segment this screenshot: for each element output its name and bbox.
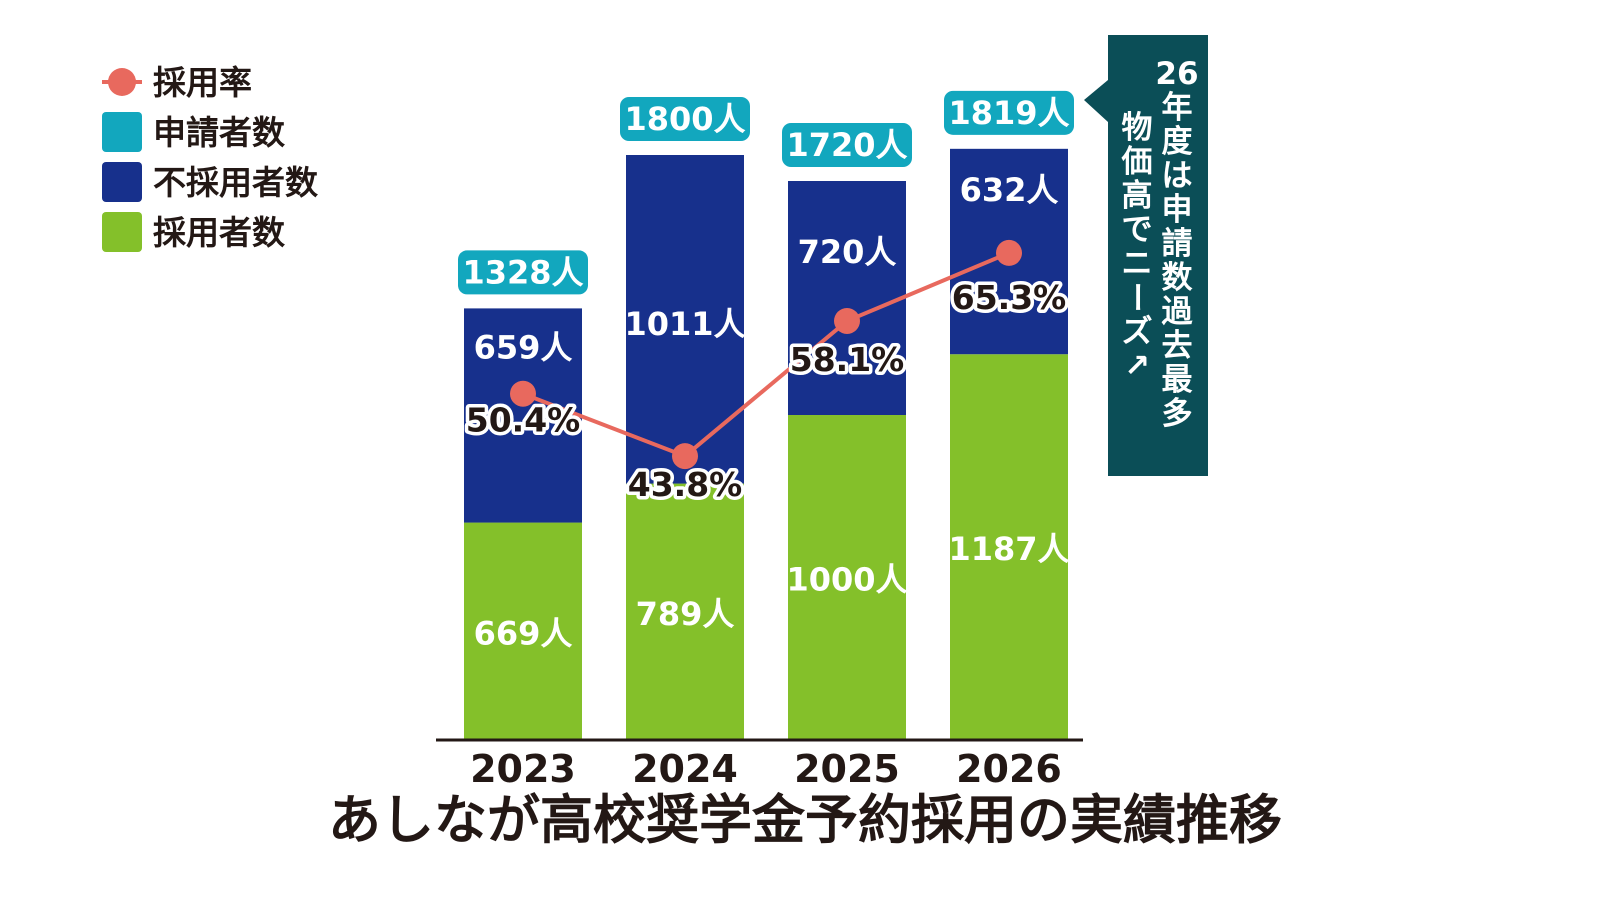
bar-rejected-2024 — [626, 155, 744, 484]
x-tick-2025: 2025 — [794, 747, 900, 791]
x-tick-2026: 2026 — [956, 747, 1062, 791]
label-accepted-2023: 669人 — [474, 614, 573, 652]
annotation-line1-char: 最 — [1162, 362, 1193, 398]
total-label-2024: 1800人 — [624, 100, 745, 138]
annotation-box — [1084, 35, 1208, 476]
total-badge-2023 — [458, 250, 588, 295]
label-rejected-2023: 659人 — [474, 328, 573, 366]
label-rejected-2024: 1011人 — [624, 305, 745, 343]
rate-point-2023 — [510, 380, 536, 407]
legend-applicants-swatch — [102, 112, 142, 152]
label-rejected-2026: 632人 — [960, 171, 1059, 209]
legend-accepted-text: 採用者数 — [153, 213, 286, 252]
annotation-line1-char: 26 — [1155, 56, 1198, 92]
legend-accepted-swatch — [102, 212, 142, 252]
annotation-line1-char: 請 — [1162, 226, 1193, 262]
bar-rejected-2025 — [788, 181, 906, 415]
rate-point-2024 — [672, 443, 698, 470]
legend-applicants-text: 申請者数 — [153, 113, 286, 152]
x-axis: 2023 2024 2025 2026 — [436, 738, 1083, 791]
bar-accepted-2026 — [950, 354, 1068, 740]
annotation-line2-char: ↗ — [1124, 348, 1150, 384]
rate-label-2025: 58.1% — [790, 340, 905, 379]
legend-rejected-swatch — [102, 162, 142, 202]
total-label-2026: 1819人 — [948, 94, 1069, 132]
annotation-line1-char: 去 — [1162, 328, 1193, 364]
chart-title: あしなが高校奨学金予約採用の実績推移 — [328, 790, 1282, 851]
label-accepted-2026: 1187人 — [948, 530, 1069, 568]
annotation-line2-char: ニ — [1122, 246, 1153, 282]
rate-point-2026 — [996, 239, 1022, 266]
annotation-line1-char: 数 — [1162, 260, 1193, 296]
bars: 669人 659人 789人 1011人 1000人 720人 1187人 632人 — [464, 148, 1070, 740]
total-badge-2024 — [620, 97, 750, 141]
legend-rate-text: 採用率 — [153, 63, 252, 102]
legend-rejected-text: 不採用者数 — [153, 163, 319, 202]
annotation-line2-char: で — [1122, 212, 1153, 248]
legend-rate-marker — [108, 68, 136, 96]
total-label-2025: 1720人 — [786, 126, 907, 164]
rate-label-2026: 65.3% — [952, 278, 1067, 317]
annotation-line1-char: 多 — [1162, 396, 1193, 432]
annotation-line2-char: 物 — [1122, 110, 1153, 146]
rate-line: 50.4% 43.8% 58.1% 65.3% — [462, 239, 1070, 508]
annotation-line1-char: 過 — [1162, 294, 1194, 330]
total-labels: 1328人 1800人 1720人 1819人 — [458, 90, 1074, 295]
annotation-line2-char: 価 — [1121, 144, 1153, 180]
label-rejected-2025: 720人 — [798, 233, 897, 271]
annotation-line1-char: 申 — [1162, 192, 1193, 228]
total-badge-2025 — [782, 123, 912, 167]
annotation-line1-char: は — [1162, 158, 1193, 194]
rate-label-2024: 43.8% — [628, 465, 743, 504]
label-accepted-2024: 789人 — [636, 595, 735, 633]
annotation-line1-char: 度 — [1162, 124, 1193, 160]
bar-accepted-2023 — [464, 522, 582, 740]
total-badge-2026 — [944, 90, 1074, 135]
annotation-line1-char: 年 — [1162, 90, 1193, 126]
bar-accepted-2025 — [788, 415, 906, 740]
annotation-line2-char: 高 — [1122, 178, 1153, 214]
x-tick-2023: 2023 — [470, 747, 576, 791]
bar-accepted-2024 — [626, 483, 744, 740]
rate-label-2023: 50.4% — [466, 401, 581, 440]
total-label-2023: 1328人 — [462, 253, 583, 291]
rate-line-path — [522, 251, 1010, 459]
bar-rejected-2023 — [464, 308, 582, 523]
rate-point-2025 — [834, 307, 860, 334]
annotation-line2-char: ー — [1118, 282, 1154, 313]
label-accepted-2025: 1000人 — [786, 561, 907, 599]
annotation-line2-char: ズ — [1122, 314, 1153, 350]
x-tick-2024: 2024 — [632, 747, 738, 791]
